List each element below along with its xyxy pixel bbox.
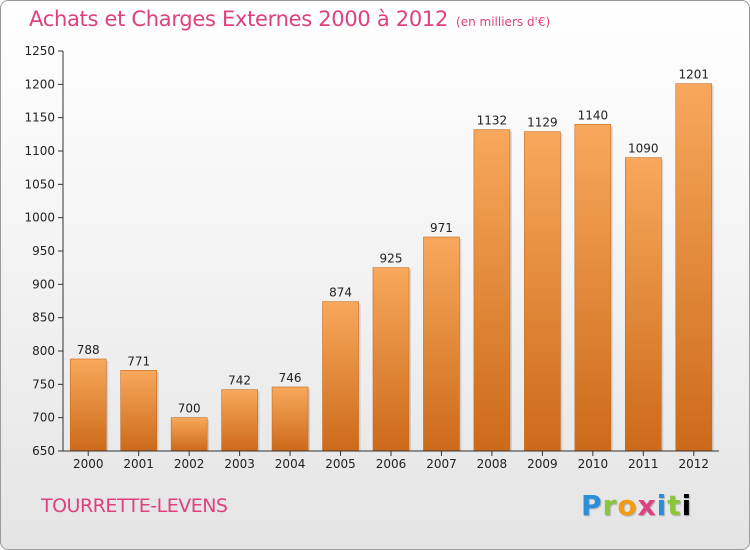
y-axis: 650 700 750 800 850 900 950 1000 1050 1100 1150 120… (24, 44, 64, 458)
data-label-2002: 700 (178, 402, 201, 416)
data-label-2011: 1090 (628, 142, 659, 156)
bar-2009 (524, 131, 561, 452)
y-tick-label: 850 (32, 311, 55, 325)
data-label-2001: 771 (127, 354, 150, 368)
y-tick-label: 1150 (24, 111, 55, 125)
data-label-2003: 742 (228, 374, 251, 388)
bar-2006 (372, 267, 410, 452)
data-label-2000: 788 (77, 343, 100, 357)
y-tick-label: 1100 (24, 144, 55, 158)
x-tick-label-2009: 2009 (527, 457, 558, 471)
y-tick-label: 1000 (24, 211, 55, 225)
x-tick-label-2007: 2007 (426, 457, 457, 471)
bar-2002 (170, 417, 208, 452)
x-tick-label-2008: 2008 (477, 457, 508, 471)
x-tick-label-2004: 2004 (275, 457, 306, 471)
y-tick-label: 800 (32, 344, 55, 358)
bar-2008 (473, 129, 511, 452)
x-tick-label-2011: 2011 (628, 457, 659, 471)
y-tick-label: 1250 (24, 44, 55, 58)
bar-2001 (120, 370, 157, 452)
x-tick-label-2002: 2002 (174, 457, 205, 471)
proxiti-logo: Proxiti (581, 489, 693, 522)
bar-2003 (221, 389, 258, 452)
y-tick-label: 650 (32, 444, 55, 458)
x-axis: 2000 2001 2002 2003 2004 2005 2006 2007 2008 2009… (63, 450, 719, 471)
y-tick-label: 750 (32, 377, 55, 391)
bar-2012 (675, 83, 713, 452)
bar-2010 (574, 124, 612, 452)
data-label-2005: 874 (329, 286, 352, 300)
x-tick-label-2012: 2012 (678, 457, 709, 471)
y-tick-label: 900 (32, 277, 55, 291)
data-label-2008: 1132 (477, 114, 508, 128)
y-tick-label: 700 (32, 411, 55, 425)
data-label-2010: 1140 (578, 108, 609, 122)
chart-title-text: Achats et Charges Externes 2000 à 2012 (29, 7, 449, 31)
x-tick-label-2003: 2003 (224, 457, 255, 471)
data-label-2012: 1201 (678, 68, 709, 82)
x-tick-label-2010: 2010 (578, 457, 609, 471)
bar-2004 (271, 386, 309, 452)
bar-2000 (69, 358, 107, 452)
x-tick-label-2001: 2001 (123, 457, 154, 471)
data-label-2004: 746 (279, 371, 302, 385)
bar-2005 (322, 301, 359, 452)
x-tick-label-2005: 2005 (325, 457, 356, 471)
y-tick-label: 1200 (24, 77, 55, 91)
bars: 788 771 700 742 746 874 925 971 1132 1129 1140 1090… (69, 68, 714, 452)
commune-name: TOURRETTE-LEVENS (41, 495, 228, 517)
chart-title: Achats et Charges Externes 2000 à 2012 (e… (29, 7, 550, 31)
bar-2007 (423, 236, 460, 452)
y-tick-label: 950 (32, 244, 55, 258)
bar-2011 (625, 157, 662, 452)
chart-unit-label: (en milliers d'€) (456, 15, 551, 29)
y-tick-label: 1050 (24, 177, 55, 191)
data-label-2006: 925 (380, 252, 403, 266)
x-tick-label-2006: 2006 (376, 457, 407, 471)
x-tick-label-2000: 2000 (73, 457, 104, 471)
data-label-2007: 971 (430, 221, 453, 235)
data-label-2009: 1129 (527, 116, 558, 130)
